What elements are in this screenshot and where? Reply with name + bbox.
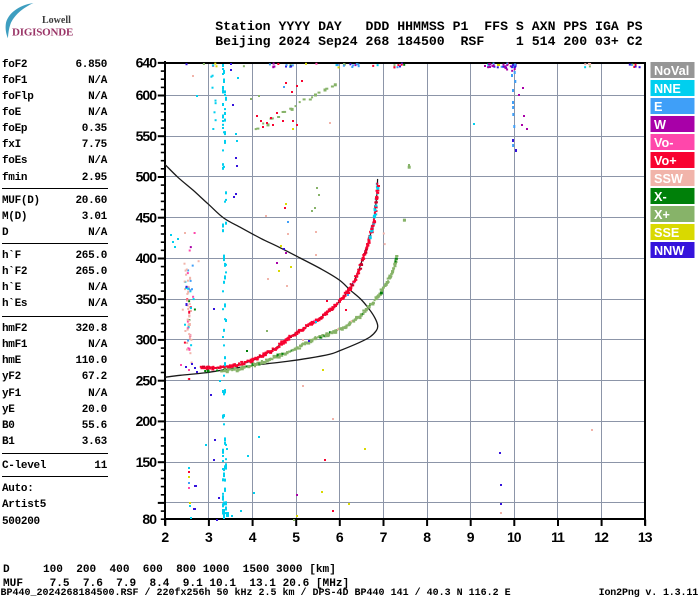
svg-text:500: 500 <box>136 169 158 185</box>
svg-text:E: E <box>654 100 662 114</box>
svg-text:9: 9 <box>467 529 475 545</box>
svg-text:550: 550 <box>136 128 158 144</box>
svg-text:250: 250 <box>136 372 158 388</box>
svg-text:13: 13 <box>638 529 653 545</box>
svg-text:7: 7 <box>380 529 388 545</box>
svg-text:NNE: NNE <box>654 82 681 96</box>
svg-text:10: 10 <box>507 529 522 545</box>
svg-text:SSE: SSE <box>654 226 679 240</box>
svg-text:200: 200 <box>136 413 158 429</box>
svg-text:150: 150 <box>136 454 158 470</box>
svg-text:2: 2 <box>161 529 169 545</box>
svg-text:X-: X- <box>654 190 667 204</box>
svg-text:8: 8 <box>423 529 431 545</box>
svg-text:11: 11 <box>551 529 565 545</box>
svg-text:NNW: NNW <box>654 244 684 258</box>
svg-text:80: 80 <box>142 511 157 527</box>
svg-text:5: 5 <box>292 529 300 545</box>
svg-text:NoVal: NoVal <box>654 64 689 78</box>
svg-text:450: 450 <box>136 209 158 225</box>
svg-text:600: 600 <box>136 87 158 103</box>
svg-text:DIGISONDE: DIGISONDE <box>12 27 73 39</box>
svg-text:Vo+: Vo+ <box>654 154 677 168</box>
svg-text:Lowell: Lowell <box>42 15 71 26</box>
svg-text:300: 300 <box>136 332 158 348</box>
svg-text:3: 3 <box>205 529 213 545</box>
svg-text:640: 640 <box>136 55 158 71</box>
svg-text:X+: X+ <box>654 208 670 222</box>
svg-text:6: 6 <box>336 529 344 545</box>
svg-text:Vo-: Vo- <box>654 136 674 150</box>
svg-text:W: W <box>654 118 666 132</box>
svg-text:400: 400 <box>136 250 158 266</box>
svg-text:SSW: SSW <box>654 172 683 186</box>
svg-text:12: 12 <box>594 529 609 545</box>
svg-text:4: 4 <box>249 529 257 545</box>
svg-text:350: 350 <box>136 291 158 307</box>
